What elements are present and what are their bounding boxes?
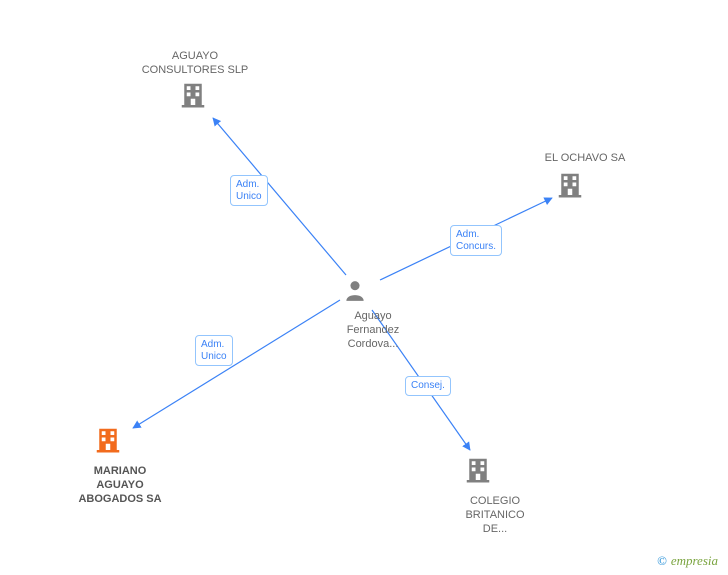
building-icon — [463, 455, 493, 485]
edge-label: Adm. Unico — [230, 175, 268, 206]
attribution: © empresia — [657, 553, 718, 569]
node-center[interactable] — [342, 277, 368, 308]
diagram-canvas: Aguayo Fernandez Cordova... AGUAYO CONSU… — [0, 0, 728, 575]
building-icon — [555, 170, 585, 200]
edge-label: Adm. Concurs. — [450, 225, 502, 256]
edge-label: Consej. — [405, 376, 451, 396]
node-mariano[interactable] — [93, 425, 123, 460]
node-label-aguayo_consult: AGUAYO CONSULTORES SLP — [125, 50, 265, 78]
node-label-el_ochavo: EL OCHAVO SA — [530, 152, 640, 166]
edge-line — [133, 300, 340, 428]
building-icon — [93, 425, 123, 455]
person-icon — [342, 277, 368, 303]
edge-label: Adm. Unico — [195, 335, 233, 366]
copyright-symbol: © — [657, 553, 667, 568]
node-label-colegio: COLEGIO BRITANICO DE... — [450, 495, 540, 536]
building-icon — [178, 80, 208, 110]
node-el_ochavo[interactable] — [555, 170, 585, 205]
node-colegio[interactable] — [463, 455, 493, 490]
node-label-center: Aguayo Fernandez Cordova... — [333, 310, 413, 351]
node-label-mariano: MARIANO AGUAYO ABOGADOS SA — [60, 465, 180, 506]
attribution-text: empresia — [671, 553, 718, 568]
node-aguayo_consult[interactable] — [178, 80, 208, 115]
